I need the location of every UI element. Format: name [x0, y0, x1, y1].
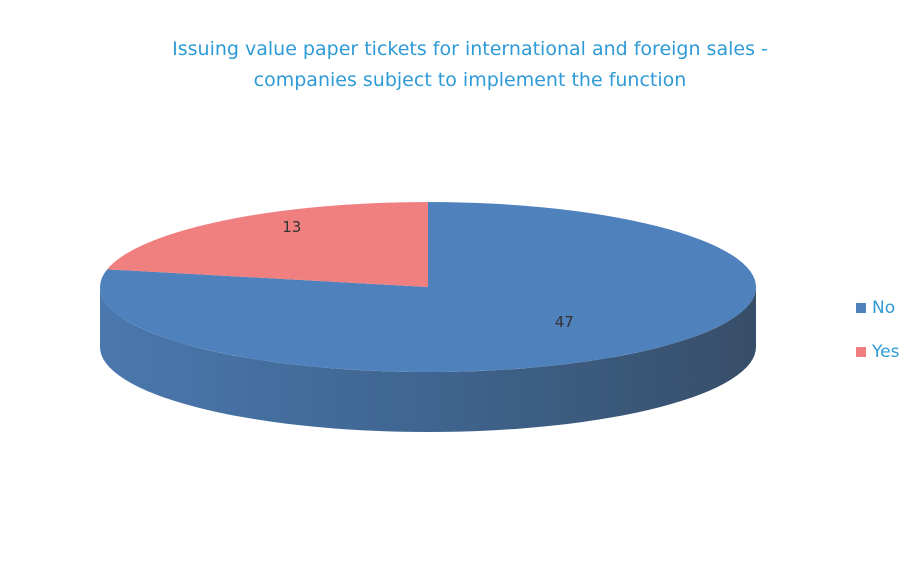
data-label: 47: [555, 313, 574, 331]
legend-label: No: [872, 298, 895, 318]
legend-label: Yes: [871, 342, 900, 362]
slice-side: [100, 287, 756, 432]
slice: [107, 202, 428, 287]
legend-swatch: [856, 347, 866, 357]
data-label: 13: [282, 218, 301, 236]
legend-swatch: [856, 303, 866, 313]
chart-title: Issuing value paper tickets for internat…: [172, 38, 768, 91]
